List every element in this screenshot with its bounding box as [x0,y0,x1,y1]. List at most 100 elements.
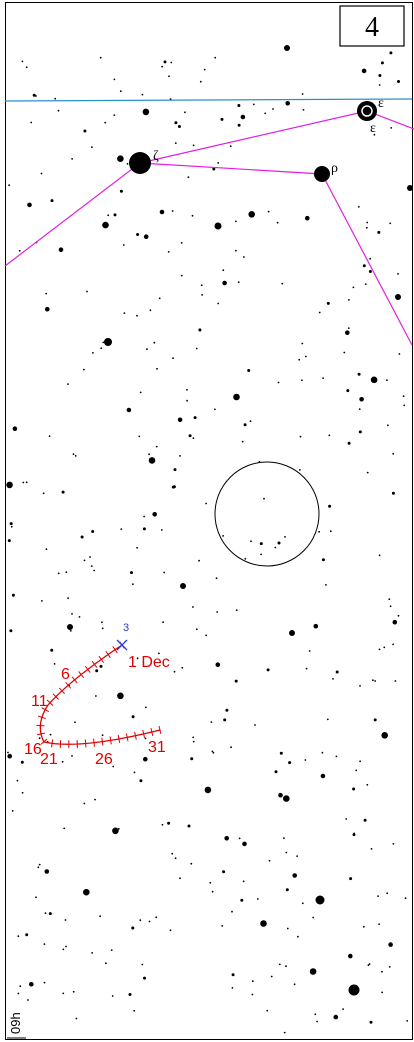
star [58,247,64,252]
star [357,372,361,376]
chart-frame [5,2,413,1040]
star [397,614,400,617]
star [231,973,235,977]
star [264,112,267,115]
star [358,430,362,434]
comet-tick [134,731,137,740]
star [45,548,48,551]
comet-tick [84,739,87,748]
comet-tick [36,732,46,736]
star [347,441,351,445]
star [322,377,324,379]
star [112,765,115,768]
star [117,827,120,830]
date-label: 31 [148,739,166,756]
star [292,873,298,878]
star [37,866,40,869]
star [389,222,392,225]
star [86,290,88,293]
star [61,490,65,494]
comet-tick [51,739,54,748]
star [172,357,174,360]
star-zeta [129,152,151,174]
star [199,80,202,83]
star [48,912,52,916]
star-label: ρ [331,161,338,176]
star [198,559,201,562]
star [260,920,267,927]
star [222,269,225,272]
star [392,452,395,455]
star [283,837,285,839]
comet-tick [98,655,105,663]
star [67,624,73,630]
star-epsilon-ring [361,105,373,117]
star [365,226,368,229]
star [173,670,176,673]
star [117,155,124,162]
star [44,869,50,874]
star [17,992,20,995]
comet-tick [91,660,98,668]
star [301,93,304,95]
star [263,497,265,500]
star [301,902,304,905]
date-label: 6 [61,666,70,683]
star [259,542,263,546]
star [359,397,364,402]
star [355,769,358,772]
star [32,93,36,97]
star [105,962,107,965]
star [187,824,191,828]
star [186,388,188,391]
star [101,734,104,736]
star [195,347,198,350]
star [204,786,212,794]
comet-tick [125,733,129,742]
star [78,616,81,618]
star [143,515,146,518]
star [215,577,218,580]
star-label: ε [370,121,376,136]
star [191,214,194,217]
star [61,760,64,763]
star [329,530,332,533]
star [177,417,183,423]
star [316,1020,318,1023]
star [101,621,103,624]
star [281,282,284,285]
star [9,522,13,526]
star [289,630,295,636]
date-label: 26 [95,751,113,768]
comet-tick [158,725,162,735]
star [348,984,360,996]
comet-tick [36,724,45,727]
star [386,892,388,895]
star [131,715,135,719]
star [217,302,220,305]
star [45,292,48,295]
star [366,471,369,474]
star [378,648,381,651]
star [293,983,296,986]
star [192,437,195,440]
star [160,529,163,531]
star [286,927,289,930]
star [83,559,86,562]
star [102,341,105,344]
star-label: ζ [153,149,159,164]
star [268,859,271,862]
star [256,898,259,900]
comet-tick [142,729,146,738]
star [216,611,219,613]
star [198,328,202,332]
star [277,381,280,384]
star [193,416,197,420]
star [16,779,19,782]
star [71,755,73,757]
star [266,1009,269,1012]
star [7,539,11,543]
star [240,898,244,902]
star [407,185,413,191]
star [156,367,158,370]
